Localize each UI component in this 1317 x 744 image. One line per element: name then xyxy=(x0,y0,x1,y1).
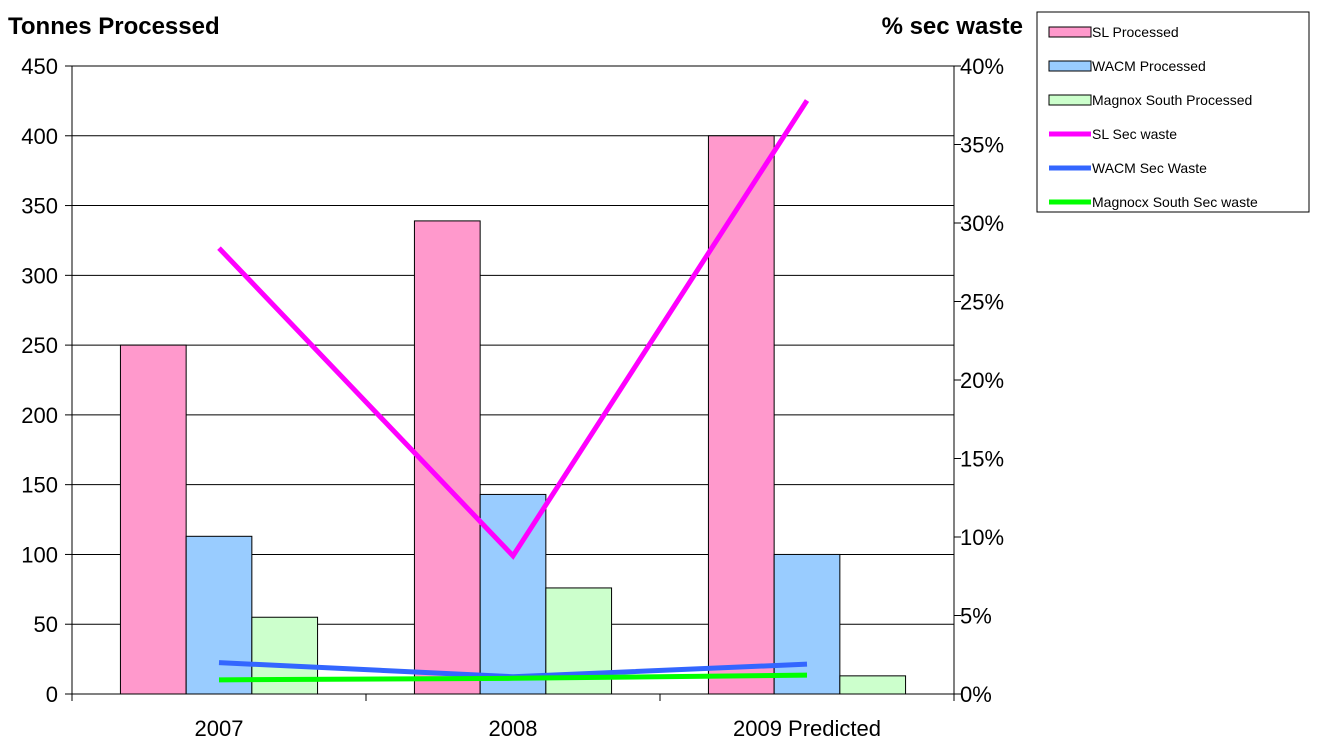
axis-ticks xyxy=(65,65,961,701)
bar-sl-processed xyxy=(707,135,775,695)
legend-label-sl-processed: SL Processed xyxy=(1092,24,1179,40)
line-series-group xyxy=(217,99,810,683)
legend-label-magnocx-south-sec-waste: Magnocx South Sec waste xyxy=(1092,194,1258,210)
left-axis-tick-label: 300 xyxy=(21,263,58,288)
left-axis-tick-label: 350 xyxy=(21,194,58,219)
right-axis-tick-label: 40% xyxy=(960,54,1004,79)
line-magnocx-south-sec-waste xyxy=(218,672,808,683)
legend-swatch-sl-processed xyxy=(1048,26,1092,38)
left-axis-tick-label: 150 xyxy=(21,473,58,498)
right-axis-tick-label: 0% xyxy=(960,682,992,707)
legend-label-wacm-processed: WACM Processed xyxy=(1092,58,1206,74)
right-axis-tick-label: 15% xyxy=(960,447,1004,472)
bar-sl-processed xyxy=(413,220,481,695)
legend-label-sl-sec-waste: SL Sec waste xyxy=(1092,126,1177,142)
legend-label-magnox-south-processed: Magnox South Processed xyxy=(1092,92,1252,108)
left-axis-tick-label: 100 xyxy=(21,542,58,567)
bar-magnox-south-processed xyxy=(251,616,319,695)
bar-sl-processed xyxy=(119,344,187,695)
bar-wacm-processed xyxy=(773,553,841,695)
left-axis-tick-label: 0 xyxy=(46,682,58,707)
x-axis-tick-label: 2009 Predicted xyxy=(733,716,881,741)
left-axis-tick-label: 50 xyxy=(34,612,58,637)
left-axis-tick-label: 400 xyxy=(21,124,58,149)
left-axis-tick-label: 250 xyxy=(21,333,58,358)
right-axis-tick-label: 10% xyxy=(960,525,1004,550)
legend: SL Processed WACM Processed Magnox South P… xyxy=(1036,11,1310,213)
axis-tick-labels: 0 50 100 150 200 250 300 350 400 450 0% 5% 10% 15% 20%… xyxy=(21,54,1004,741)
left-axis-title: Tonnes Processed xyxy=(8,13,220,40)
legend-swatch-magnox-south-processed xyxy=(1048,94,1092,106)
right-axis-tick-label: 35% xyxy=(960,133,1004,158)
x-axis-tick-label: 2007 xyxy=(195,716,244,741)
right-axis-tick-label: 30% xyxy=(960,211,1004,236)
legend-label-wacm-sec-waste: WACM Sec Waste xyxy=(1092,160,1207,176)
right-axis-tick-label: 20% xyxy=(960,368,1004,393)
bar-wacm-processed xyxy=(185,535,253,695)
left-axis-tick-label: 450 xyxy=(21,54,58,79)
bar-magnox-south-processed xyxy=(839,675,907,695)
legend-swatch-wacm-processed xyxy=(1048,60,1092,72)
line-sl-sec-waste xyxy=(217,99,810,560)
legend-box xyxy=(1036,11,1310,213)
x-axis-tick-label: 2008 xyxy=(489,716,538,741)
right-axis-title: % sec waste xyxy=(882,13,1023,40)
right-axis-tick-label: 5% xyxy=(960,604,992,629)
left-axis-tick-label: 200 xyxy=(21,403,58,428)
right-axis-tick-label: 25% xyxy=(960,290,1004,315)
